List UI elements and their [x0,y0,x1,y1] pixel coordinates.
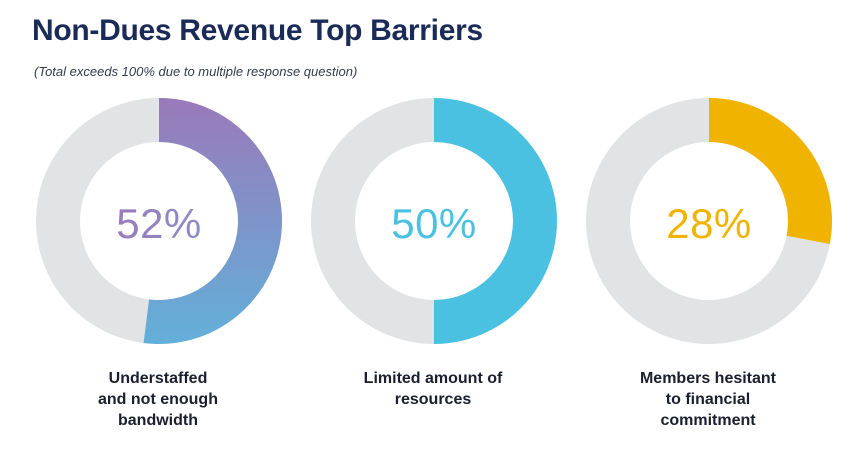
donut-caption-3: Members hesitant to financial commitment [598,368,818,431]
donut-chart-2: 50% [310,96,557,346]
donut-caption-2-line-1: Limited amount of [363,370,503,387]
donut-value-label-1: 52% [109,200,209,248]
donut-caption-3-line-2: to financial [665,391,751,408]
donut-caption-1: Understaffed and not enough bandwidth [48,368,268,431]
donut-svg-2 [310,98,557,344]
donut-value-arc-3 [709,98,832,245]
donut-caption-2-line-2: resources [394,391,472,408]
donut-value-label-3: 28% [666,200,752,247]
page-title: Non-Dues Revenue Top Barriers [32,14,483,47]
donut-value-arc-2 [434,98,557,344]
donut-chart-3: 28% [585,96,832,346]
donut-value-label-2: 50% [391,200,477,247]
donut-caption-3-line-1: Members hesitant [639,370,777,387]
donut-svg-3 [585,98,832,344]
chart-subtitle: (Total exceeds 100% due to multiple resp… [34,64,358,79]
donut-value-arc-1 [143,98,283,344]
donut-caption-1-line-3: bandwidth [118,412,198,429]
donut-caption-3-line-3: commitment [660,412,756,429]
donut-caption-1-line-2: and not enough [98,391,218,408]
donut-chart-1: 52% [35,96,283,346]
donut-caption-2: Limited amount of resources [323,368,543,410]
donut-caption-1-line-1: Understaffed [108,370,208,387]
donut-svg-1 [35,98,283,344]
